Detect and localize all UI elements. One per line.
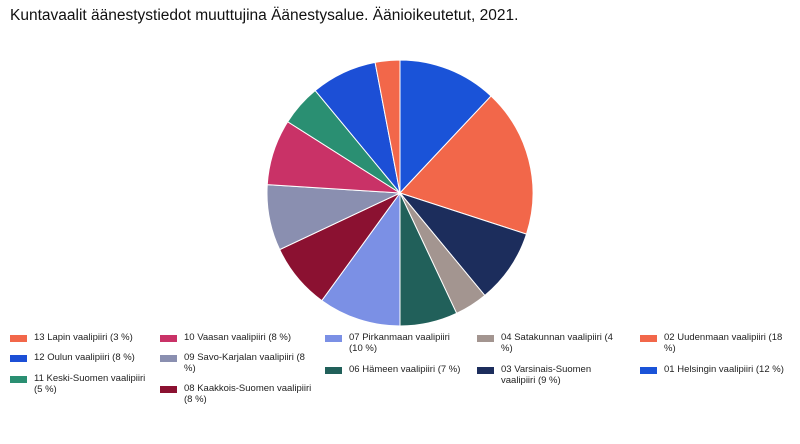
pie-slice-13[interactable] bbox=[374, 59, 401, 194]
legend-item[interactable]: 09 Savo-Karjalan vaalipiiri (8 %) bbox=[160, 352, 315, 374]
legend-swatch bbox=[10, 335, 27, 342]
legend-label: 06 Hämeen vaalipiiri (7 %) bbox=[349, 364, 461, 375]
legend-item[interactable]: 02 Uudenmaan vaalipiiri (18 %) bbox=[640, 332, 790, 354]
legend-item[interactable]: 01 Helsingin vaalipiiri (12 %) bbox=[640, 364, 790, 376]
legend-item[interactable]: 04 Satakunnan vaalipiiri (4 %) bbox=[477, 332, 627, 354]
pie-slice-02[interactable] bbox=[399, 95, 534, 235]
legend-item[interactable]: 06 Hämeen vaalipiiri (7 %) bbox=[325, 364, 465, 376]
legend-swatch bbox=[160, 386, 177, 393]
legend-swatch bbox=[325, 335, 342, 342]
legend-label: 12 Oulun vaalipiiri (8 %) bbox=[34, 352, 135, 363]
legend-swatch bbox=[10, 355, 27, 362]
legend-label: 04 Satakunnan vaalipiiri (4 %) bbox=[501, 332, 613, 354]
legend-swatch bbox=[640, 335, 657, 342]
legend-item[interactable]: 12 Oulun vaalipiiri (8 %) bbox=[10, 352, 150, 364]
legend-label: 13 Lapin vaalipiiri (3 %) bbox=[34, 332, 133, 343]
legend-swatch bbox=[477, 367, 494, 374]
legend-swatch bbox=[160, 335, 177, 342]
legend-item[interactable]: 13 Lapin vaalipiiri (3 %) bbox=[10, 332, 150, 344]
chart-title: Kuntavaalit äänestystiedot muuttujina Ää… bbox=[10, 7, 519, 24]
legend-item[interactable]: 07 Pirkanmaan vaalipiiri (10 %) bbox=[325, 332, 465, 354]
legend-swatch bbox=[477, 335, 494, 342]
pie-slice-07[interactable] bbox=[321, 191, 401, 327]
legend-swatch bbox=[160, 355, 177, 362]
legend-label: 10 Vaasan vaalipiiri (8 %) bbox=[184, 332, 292, 343]
legend-item[interactable]: 10 Vaasan vaalipiiri (8 %) bbox=[160, 332, 315, 344]
legend-label: 01 Helsingin vaalipiiri (12 %) bbox=[664, 364, 784, 375]
legend-label: 09 Savo-Karjalan vaalipiiri (8 %) bbox=[184, 352, 305, 374]
pie-slices bbox=[266, 59, 534, 327]
legend-item[interactable]: 08 Kaakkois-Suomen vaalipiiri (8 %) bbox=[160, 383, 315, 405]
legend-label: 07 Pirkanmaan vaalipiiri (10 %) bbox=[349, 332, 450, 354]
legend-label: 08 Kaakkois-Suomen vaalipiiri (8 %) bbox=[184, 383, 312, 405]
legend-swatch bbox=[640, 367, 657, 374]
legend-item[interactable]: 03 Varsinais-Suomen vaalipiiri (9 %) bbox=[477, 364, 627, 386]
legend-label: 02 Uudenmaan vaalipiiri (18 %) bbox=[664, 332, 783, 354]
legend-swatch bbox=[325, 367, 342, 374]
legend-label: 03 Varsinais-Suomen vaalipiiri (9 %) bbox=[501, 364, 592, 386]
legend-label: 11 Keski-Suomen vaalipiiri (5 %) bbox=[34, 373, 146, 395]
legend-swatch bbox=[10, 376, 27, 383]
pie-slice-01[interactable] bbox=[399, 59, 492, 195]
legend-item[interactable]: 11 Keski-Suomen vaalipiiri (5 %) bbox=[10, 373, 150, 395]
